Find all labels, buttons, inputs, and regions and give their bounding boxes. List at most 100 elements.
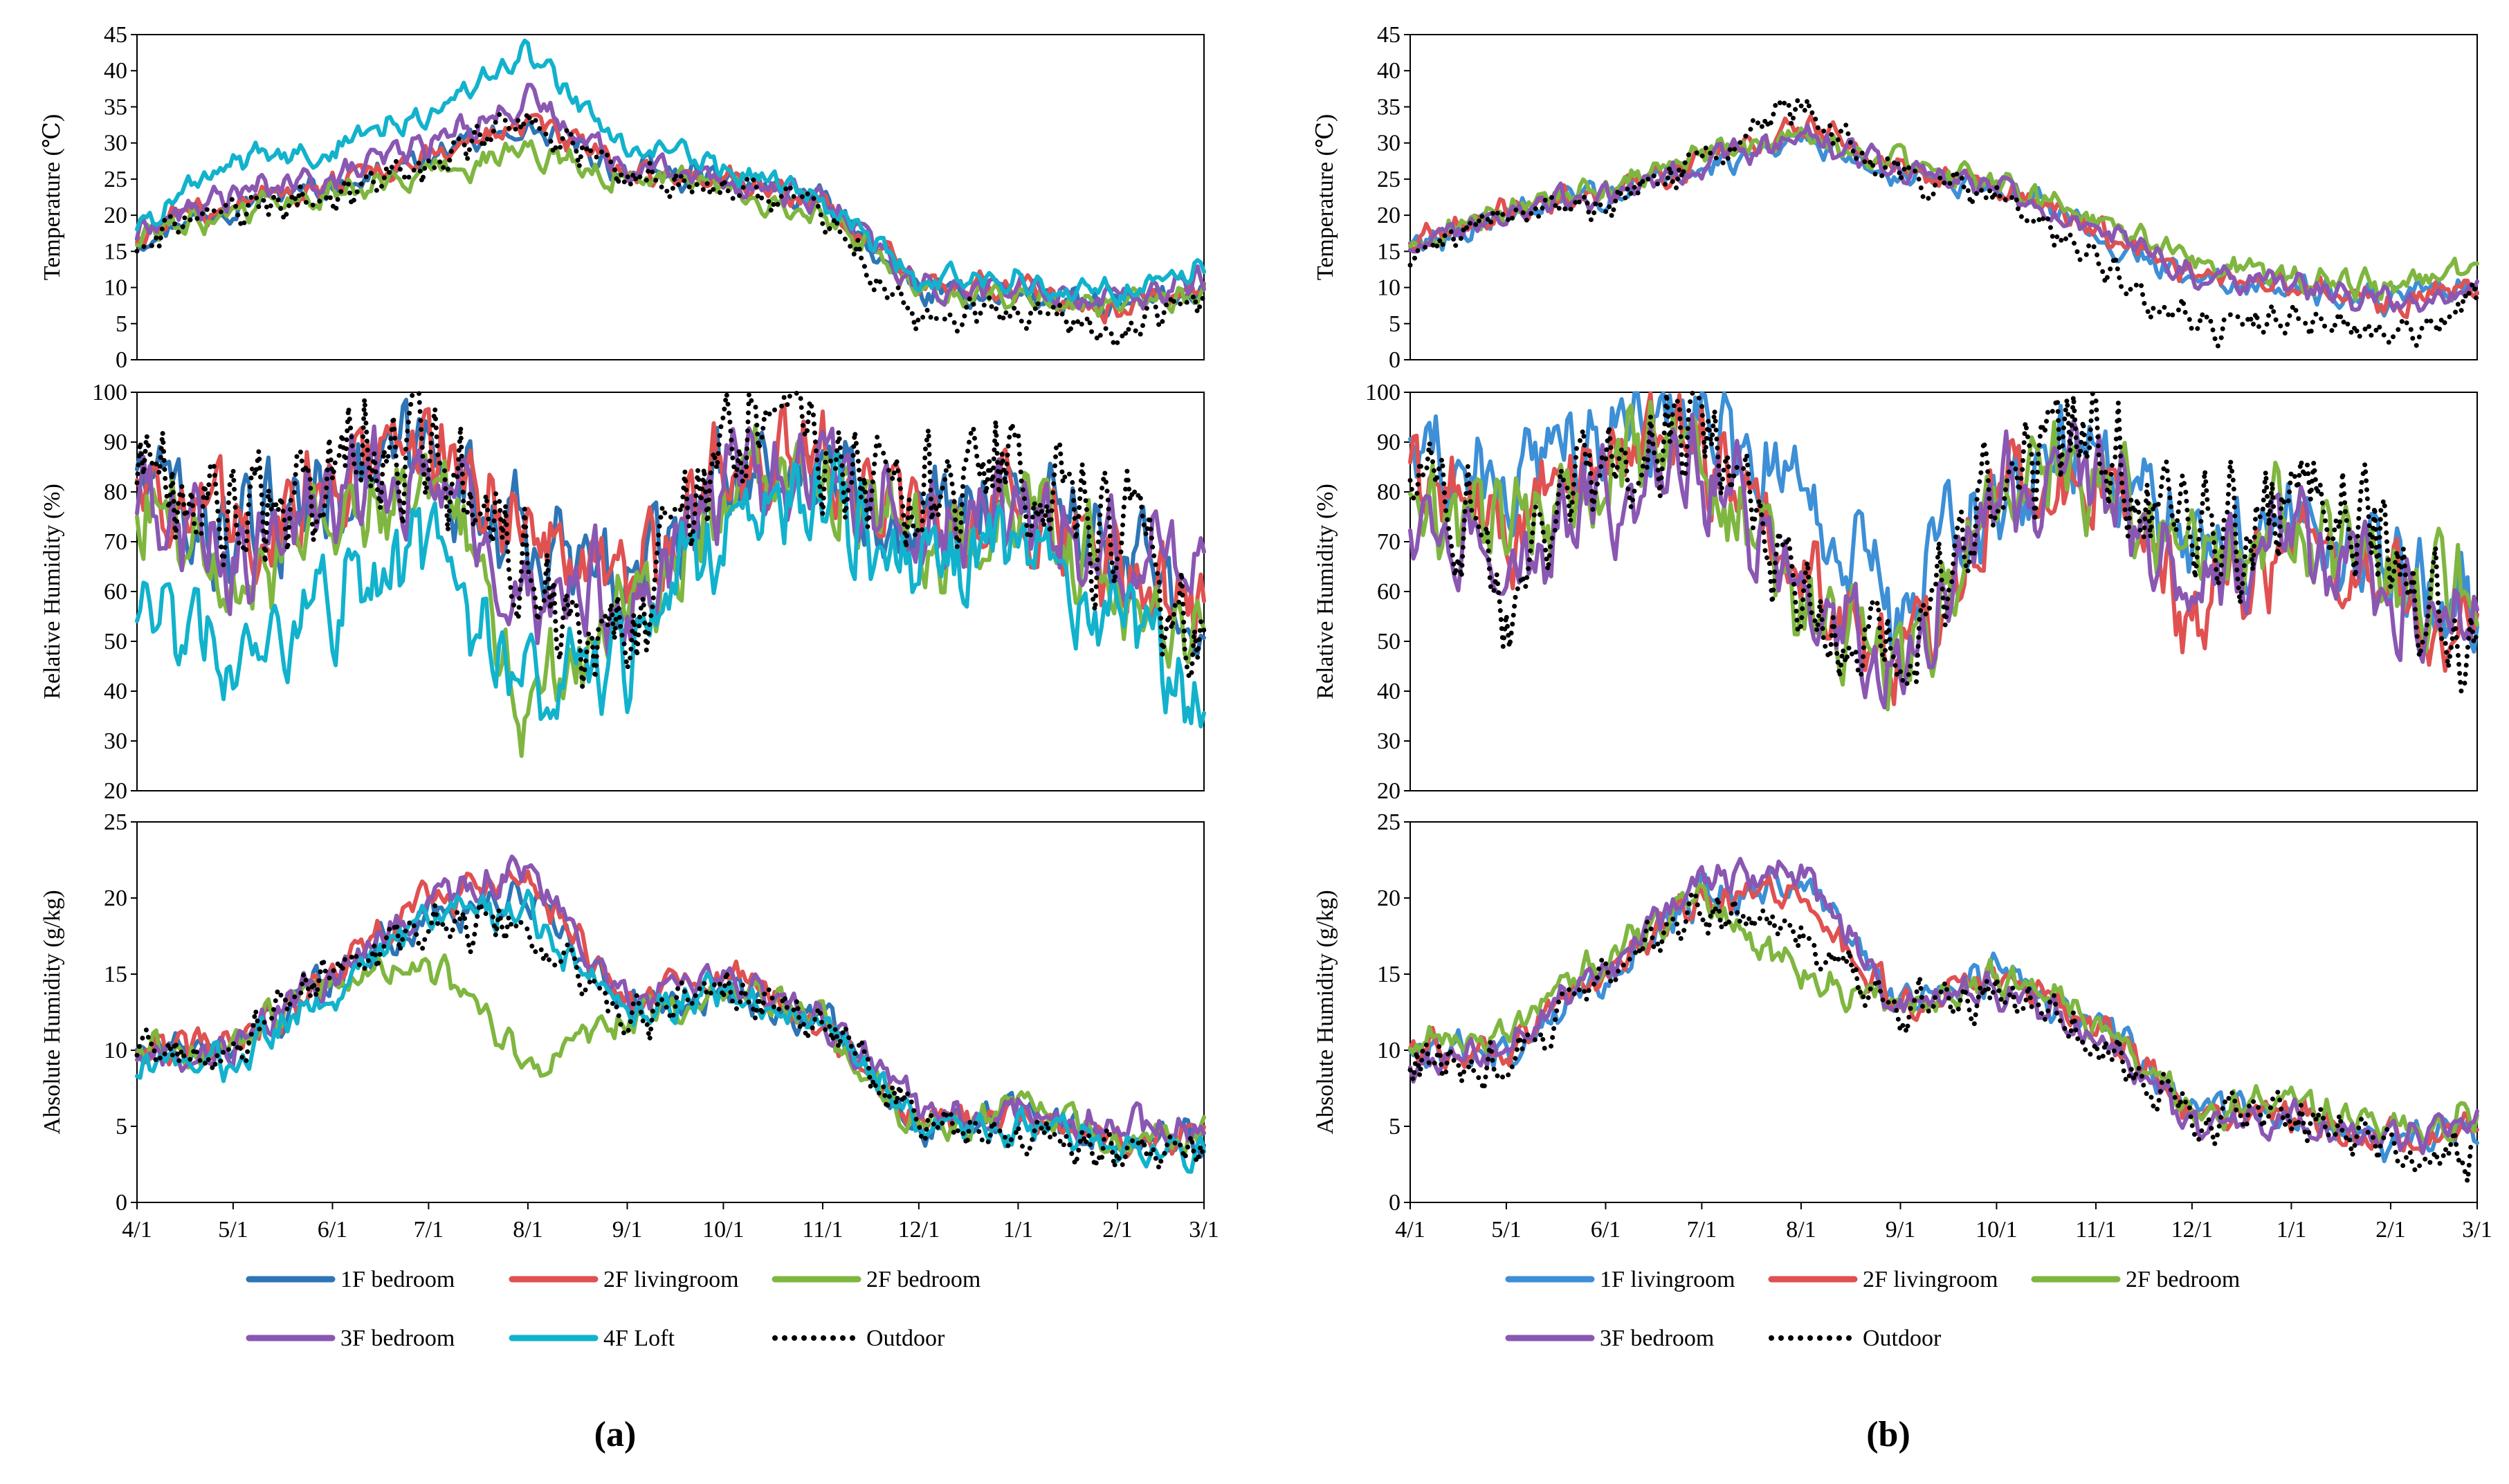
series-line-outdoor — [134, 900, 1207, 1171]
chart-a-temperature: 0 5 10 15 20 25 30 35 40 45 Temperature (℃) — [39, 22, 1207, 373]
series-line-3f-bedroom — [135, 854, 1206, 1146]
x-tick-label: 11/1 — [802, 1217, 843, 1243]
x-tick-label: 8/1 — [513, 1217, 542, 1243]
y-tick-label: 30 — [1377, 729, 1401, 754]
x-tick-label: 9/1 — [612, 1217, 642, 1243]
series-line-3f-bedroom — [1408, 123, 2479, 313]
y-axis-label: Relative Humidity (%) — [1313, 484, 1338, 699]
y-tick-label: 20 — [1377, 203, 1401, 228]
legend-label: 1F livingroom — [1600, 1267, 1735, 1292]
y-tick-label: 45 — [104, 22, 127, 48]
series-line-outdoor — [134, 110, 1207, 349]
y-tick-label: 10 — [104, 1038, 127, 1063]
chart-b-relative-humidity: 20 30 40 50 60 70 80 90 100 Relative Humidity (%) — [1313, 380, 2480, 804]
y-tick-label: 20 — [104, 886, 127, 911]
plot-frame — [136, 821, 1205, 1203]
x-tick-label: 9/1 — [1886, 1217, 1915, 1243]
legend-label: Outdoor — [1863, 1326, 1942, 1351]
y-tick-label: 30 — [104, 131, 127, 156]
y-axis-label: Temperature (℃) — [39, 114, 65, 280]
x-tick-label: 6/1 — [1591, 1217, 1621, 1243]
x-tick-label: 10/1 — [702, 1217, 744, 1243]
y-tick-label: 20 — [104, 778, 127, 804]
legend-label: 2F bedroom — [2126, 1267, 2240, 1292]
x-tick-label: 4/1 — [122, 1217, 152, 1243]
y-tick-label: 90 — [1377, 430, 1401, 455]
legend-label: Outdoor — [866, 1326, 945, 1351]
x-tick-label: 7/1 — [414, 1217, 444, 1243]
plot-frame — [136, 34, 1205, 360]
y-tick-label: 90 — [104, 430, 127, 455]
x-tick-label: 5/1 — [1491, 1217, 1521, 1243]
series-line-1f-livingroom — [1408, 391, 2479, 654]
y-tick-label: 50 — [104, 629, 127, 654]
y-axis-label: Temperature (℃) — [1313, 114, 1338, 280]
series-line-outdoor — [1407, 390, 2480, 694]
series-line-2f-livingroom — [135, 869, 1206, 1159]
y-tick-label: 35 — [1377, 94, 1401, 120]
y-axis-label: Relative Humidity (%) — [39, 484, 65, 699]
panel-label: (a) — [594, 1415, 637, 1454]
y-tick-label: 70 — [1377, 529, 1401, 555]
y-tick-label: 20 — [1377, 886, 1401, 911]
legend-label: 2F livingroom — [1863, 1267, 1998, 1292]
y-tick-label: 5 — [116, 311, 127, 337]
x-tick-label: 5/1 — [218, 1217, 248, 1243]
y-tick-label: 10 — [104, 275, 127, 301]
legend-label: 2F livingroom — [603, 1267, 739, 1292]
y-tick-label: 100 — [1365, 380, 1401, 405]
y-tick-label: 50 — [1377, 629, 1401, 654]
x-tick-label: 2/1 — [1102, 1217, 1132, 1243]
y-tick-label: 5 — [1389, 1114, 1401, 1139]
y-tick-label: 100 — [92, 380, 127, 405]
chart-a-relative-humidity: 20 30 40 50 60 70 80 90 100 Relative Humidity (%) — [39, 380, 1207, 804]
y-tick-label: 15 — [1377, 239, 1401, 264]
legend-a: 1F bedroom 2F livingroom 2F bedroom 3F bedr… — [246, 1267, 980, 1454]
x-tick-label: 6/1 — [318, 1217, 347, 1243]
legend-label: 3F bedroom — [340, 1326, 455, 1351]
y-tick-label: 40 — [104, 679, 127, 704]
x-tick-label: 3/1 — [1189, 1217, 1219, 1243]
x-tick-label: 7/1 — [1687, 1217, 1717, 1243]
y-tick-label: 40 — [1377, 679, 1401, 704]
y-tick-label: 45 — [1377, 22, 1401, 48]
y-axis-label: Absolute Humidity (g/kg) — [39, 890, 65, 1134]
y-tick-label: 0 — [116, 1190, 127, 1216]
y-tick-label: 70 — [104, 529, 127, 555]
legend-b: 1F livingroom 2F livingroom 2F bedroom 3F b… — [1505, 1267, 2240, 1454]
x-tick-label: 4/1 — [1395, 1217, 1425, 1243]
series-line-2f-bedroom — [1408, 882, 2479, 1144]
x-tick-label: 8/1 — [1786, 1217, 1816, 1243]
y-tick-label: 5 — [1389, 311, 1401, 337]
series-line-3f-bedroom — [135, 424, 1206, 657]
legend-label: 1F bedroom — [340, 1267, 455, 1292]
y-tick-label: 35 — [104, 94, 127, 120]
x-tick-label: 11/1 — [2075, 1217, 2116, 1243]
y-tick-label: 15 — [104, 962, 127, 987]
y-tick-label: 25 — [1377, 809, 1401, 835]
y-tick-label: 0 — [116, 347, 127, 373]
y-tick-label: 25 — [104, 167, 127, 192]
y-tick-label: 25 — [104, 809, 127, 835]
y-tick-label: 80 — [1377, 479, 1401, 505]
y-tick-label: 10 — [1377, 1038, 1401, 1063]
y-tick-label: 0 — [1389, 347, 1401, 373]
x-tick-label: 2/1 — [2375, 1217, 2405, 1243]
legend-label: 4F Loft — [603, 1326, 675, 1351]
x-tick-label: 1/1 — [2277, 1217, 2306, 1243]
x-tick-label: 3/1 — [2462, 1217, 2492, 1243]
y-tick-label: 30 — [104, 729, 127, 754]
y-tick-label: 40 — [104, 58, 127, 84]
y-tick-label: 0 — [1389, 1190, 1401, 1216]
chart-a-absolute-humidity: 0 5 10 15 20 25 Absolute Humidity (g/kg) 4/1 5/1… — [39, 809, 1219, 1243]
y-tick-label: 40 — [1377, 58, 1401, 84]
panel-label: (b) — [1866, 1415, 1910, 1454]
legend-label: 2F bedroom — [866, 1267, 980, 1292]
y-tick-label: 10 — [1377, 275, 1401, 301]
chart-b-temperature: 0 5 10 15 20 25 30 35 40 45 Temperature (℃) — [1313, 22, 2480, 373]
y-axis-label: Absolute Humidity (g/kg) — [1313, 890, 1338, 1134]
x-tick-label: 12/1 — [2171, 1217, 2213, 1243]
series-line-outdoor — [1407, 96, 2480, 349]
y-tick-label: 80 — [104, 479, 127, 505]
series-line-4f-loft — [135, 38, 1206, 309]
